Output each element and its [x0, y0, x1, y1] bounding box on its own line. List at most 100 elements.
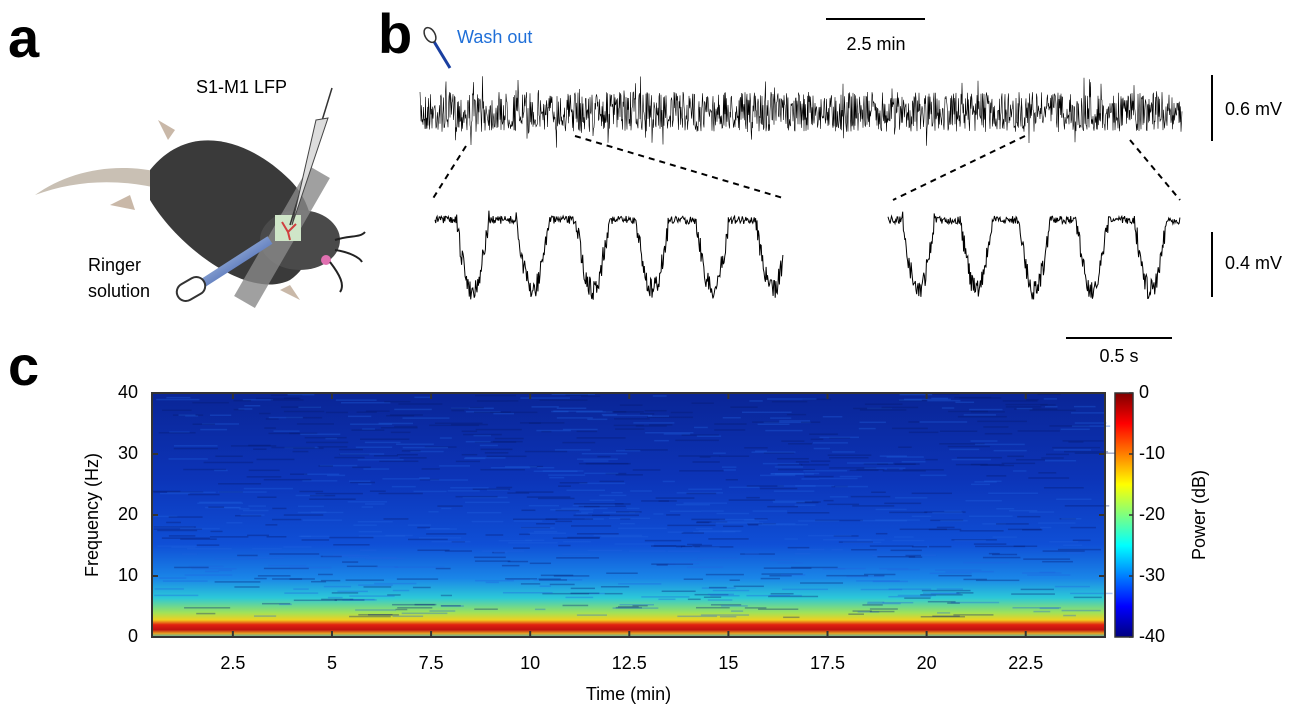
texture [625, 449, 668, 451]
texture [1043, 398, 1058, 400]
texture [768, 595, 819, 598]
texture [162, 580, 208, 582]
texture [168, 458, 208, 460]
texture [701, 587, 736, 589]
texture [859, 409, 907, 411]
texture [605, 411, 627, 413]
texture [959, 530, 1004, 532]
texture [493, 551, 508, 553]
texture [524, 450, 568, 453]
texture [1017, 515, 1041, 518]
spectrogram: 2.5 5 7.5 10 12.5 15 17.5 20 22.5 0 10 20 30 40 Time (… [82, 382, 1209, 704]
texture [555, 509, 580, 512]
texture [394, 408, 432, 411]
texture [287, 393, 315, 396]
texture [849, 469, 879, 472]
texture [358, 483, 372, 485]
texture [447, 490, 480, 492]
texture [829, 457, 869, 459]
texture [392, 615, 424, 618]
texture [318, 573, 333, 576]
texture [552, 537, 600, 539]
texture [506, 578, 530, 581]
texture [296, 423, 334, 425]
texture [311, 580, 327, 583]
texture [243, 487, 293, 490]
texture [346, 565, 378, 568]
texture [353, 524, 377, 526]
texture [200, 428, 228, 431]
texture [690, 559, 703, 561]
texture [513, 520, 543, 522]
heatmap [152, 393, 1105, 637]
texture [349, 615, 391, 618]
texture [644, 539, 682, 542]
texture [615, 606, 642, 609]
texture [437, 505, 463, 507]
texture [157, 545, 198, 547]
texture [892, 539, 925, 542]
texture [563, 540, 591, 543]
texture [754, 518, 768, 520]
texture [777, 468, 816, 471]
y-tick-label: 0 [128, 626, 138, 646]
texture [253, 615, 277, 617]
texture [463, 433, 502, 436]
texture [440, 604, 461, 607]
texture [268, 416, 303, 419]
texture [760, 577, 780, 580]
texture [965, 499, 1002, 502]
texture [801, 478, 820, 480]
texture [697, 557, 738, 559]
texture [758, 523, 809, 526]
texture [297, 505, 324, 508]
texture [839, 475, 862, 478]
texture [431, 540, 471, 543]
texture [852, 610, 872, 612]
texture [378, 492, 423, 495]
texture [309, 494, 336, 497]
texture [597, 455, 611, 458]
texture [827, 454, 872, 456]
texture [733, 585, 764, 588]
texture [779, 420, 811, 422]
texture [936, 588, 963, 590]
texture [548, 474, 586, 476]
texture [169, 431, 190, 433]
texture [526, 496, 571, 498]
texture [562, 428, 598, 431]
texture [492, 440, 523, 443]
texture [561, 507, 608, 510]
texture [464, 457, 486, 460]
texture [471, 520, 504, 523]
texture [977, 420, 1027, 423]
texture [920, 615, 965, 618]
texture [856, 468, 885, 471]
texture [902, 469, 944, 471]
texture [713, 452, 726, 454]
texture [587, 549, 623, 552]
texture [542, 470, 584, 472]
texture [504, 466, 537, 468]
texture [490, 411, 538, 414]
texture [875, 532, 888, 535]
texture [888, 588, 932, 590]
texture [450, 487, 489, 489]
texture [299, 490, 324, 493]
texture [345, 579, 384, 581]
texture [485, 534, 504, 536]
texture [950, 601, 1000, 604]
texture [1020, 588, 1054, 591]
texture [192, 401, 229, 404]
texture [533, 579, 583, 581]
texture [782, 588, 829, 591]
texture [257, 496, 277, 498]
texture [774, 473, 814, 475]
texture [794, 504, 816, 506]
texture [1005, 403, 1048, 406]
texture [326, 474, 346, 477]
texture [265, 418, 279, 420]
texture [763, 567, 812, 569]
texture [963, 414, 996, 416]
texture [519, 533, 530, 536]
